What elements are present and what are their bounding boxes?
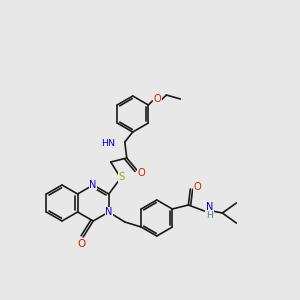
Text: HN: HN [101, 139, 115, 148]
Text: O: O [194, 182, 201, 192]
Text: O: O [154, 94, 161, 104]
Text: O: O [77, 239, 85, 249]
Text: N: N [206, 202, 213, 212]
Text: S: S [118, 172, 125, 182]
Text: H: H [206, 212, 213, 220]
Text: O: O [138, 168, 146, 178]
Text: N: N [105, 207, 112, 217]
Text: N: N [89, 180, 97, 190]
